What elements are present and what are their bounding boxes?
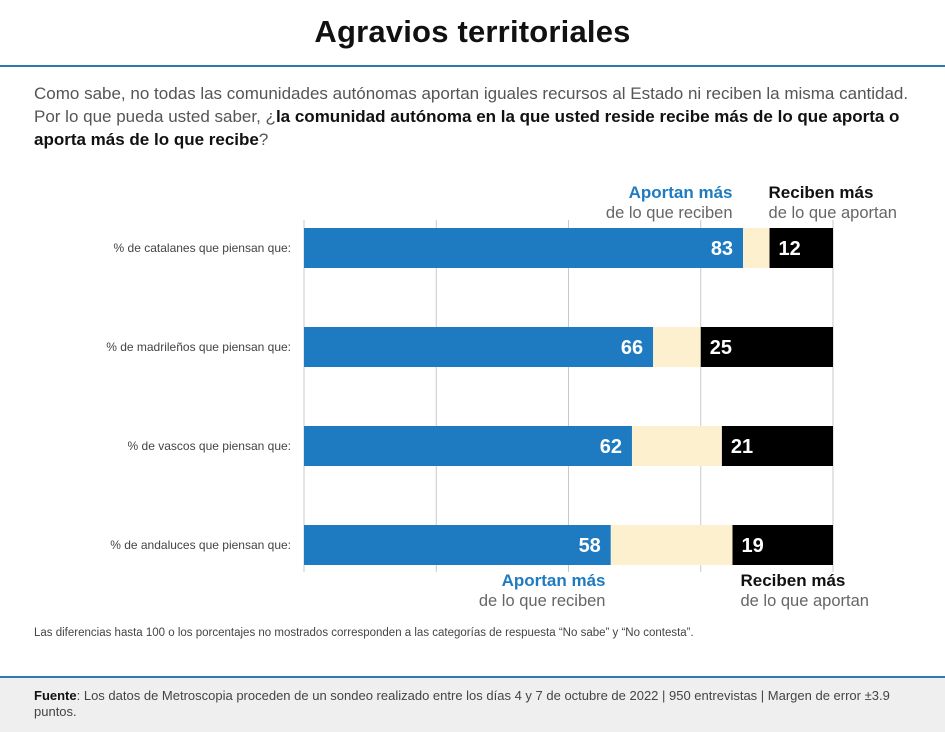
question-text-bold: la comunidad autónoma en la que usted re…	[34, 107, 900, 149]
category-label: % de madrileños que piensan que:	[106, 340, 291, 354]
data-label-aportan: 62	[600, 436, 622, 458]
bar-no-sabe	[653, 327, 701, 367]
bar-aportan	[304, 327, 654, 367]
data-label-reciben: 12	[779, 238, 801, 260]
data-label-aportan: 58	[579, 535, 601, 557]
source-footer: Fuente: Los datos de Metroscopia procede…	[0, 676, 945, 732]
bar-no-sabe	[631, 426, 722, 466]
bar-reciben	[732, 525, 833, 565]
chart-title: Agravios territoriales	[314, 14, 631, 49]
bar-reciben	[700, 327, 833, 367]
legend-aportan-sub-bottom: de lo que reciben	[479, 592, 606, 610]
stacked-bar-chart: % de catalanes que piensan que: 83 12 % de …	[106, 183, 897, 610]
data-label-reciben: 21	[731, 436, 753, 458]
legend-reciben-bottom: Reciben más	[740, 571, 845, 590]
bar-aportan	[304, 228, 744, 268]
category-label: % de vascos que piensan que:	[128, 439, 291, 453]
category-label: % de catalanes que piensan que:	[114, 241, 291, 255]
legend-aportan-bottom: Aportan más	[502, 571, 606, 590]
bar-aportan	[304, 426, 632, 466]
bar-no-sabe	[610, 525, 733, 565]
category-label: % de andaluces que piensan que:	[110, 538, 291, 552]
survey-question: Como sabe, no todas las comunidades autó…	[34, 82, 914, 151]
bar-reciben	[721, 426, 833, 466]
source-description: : Los datos de Metroscopia proceden de u…	[34, 688, 890, 719]
legend-reciben-sub-top: de lo que aportan	[769, 204, 897, 222]
legend-aportan-sub-top: de lo que reciben	[606, 204, 733, 222]
source-text: Fuente: Los datos de Metroscopia procede…	[34, 688, 904, 720]
data-label-reciben: 25	[710, 337, 732, 359]
bar-aportan	[304, 525, 611, 565]
footnote: Las diferencias hasta 100 o los porcenta…	[34, 627, 694, 639]
legend-reciben-sub-bottom: de lo que aportan	[740, 592, 868, 610]
bar-no-sabe	[743, 228, 770, 268]
question-text-end: ?	[258, 130, 269, 149]
bar-reciben	[769, 228, 833, 268]
legend-reciben-top: Reciben más	[769, 183, 874, 202]
data-label-aportan: 83	[711, 238, 733, 260]
title-divider	[0, 65, 945, 67]
legend-aportan-top: Aportan más	[629, 183, 733, 202]
data-label-aportan: 66	[621, 337, 643, 359]
question-text: Como sabe, no todas las comunidades autó…	[34, 84, 909, 126]
source-label: Fuente	[34, 688, 77, 703]
data-label-reciben: 19	[741, 535, 763, 557]
